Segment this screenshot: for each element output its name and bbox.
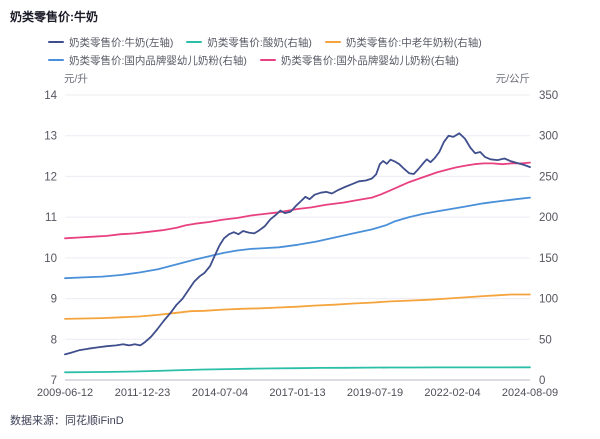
legend-item-milk[interactable]: 奶类零售价:牛奶(左轴) [48, 35, 173, 50]
series-line-0 [64, 132, 531, 356]
legend-label: 奶类零售价:中老年奶粉(右轴) [345, 36, 482, 49]
x-axis-tick-label: 2022-02-04 [424, 387, 480, 399]
line-marker-icon [48, 40, 64, 44]
series-line-2 [64, 293, 531, 320]
right-axis-unit: 元/公斤 [495, 73, 530, 85]
legend-label: 奶类零售价:牛奶(左轴) [69, 36, 174, 49]
left-axis-tick-label: 7 [51, 375, 57, 387]
right-axis-tick-label: 300 [539, 131, 558, 143]
line-marker-icon [259, 58, 276, 62]
x-axis-tick-label: 2019-07-19 [347, 387, 403, 399]
right-axis-tick-label: 350 [539, 90, 558, 102]
line-marker-icon [324, 40, 341, 44]
legend-label: 奶类零售价:酸奶(右轴) [207, 36, 312, 49]
x-axis-tick-label: 2024-08-09 [502, 387, 558, 399]
series-line-1 [64, 366, 531, 374]
right-axis-tick-label: 50 [539, 334, 552, 346]
right-axis-tick-label: 250 [539, 171, 558, 183]
x-axis-tick-label: 2017-01-13 [269, 387, 325, 399]
page-title: 奶类零售价:牛奶 [10, 10, 98, 24]
left-axis-tick-label: 14 [44, 90, 57, 102]
series-line-4 [64, 161, 531, 240]
legend-item-yogurt[interactable]: 奶类零售价:酸奶(右轴) [186, 35, 312, 50]
x-axis-tick-label: 2009-06-12 [37, 387, 93, 399]
left-axis-tick-label: 8 [51, 334, 57, 346]
line-marker-icon [186, 40, 203, 44]
left-axis-tick-label: 9 [51, 294, 57, 306]
legend-label: 奶类零售价:国内品牌婴幼儿奶粉(右轴) [69, 54, 247, 67]
data-source: 数据来源：同花顺iFinD [10, 415, 124, 427]
left-axis-tick-label: 10 [44, 253, 57, 265]
left-axis-tick-label: 13 [44, 131, 57, 143]
left-axis-unit: 元/升 [64, 73, 88, 85]
right-axis-tick-label: 0 [539, 375, 545, 387]
left-axis-tick-label: 12 [44, 171, 57, 183]
line-marker-icon [48, 58, 64, 62]
left-axis-tick-label: 11 [45, 212, 57, 224]
right-axis-tick-label: 150 [539, 253, 558, 265]
right-axis-tick-label: 200 [539, 212, 558, 224]
legend-label: 奶类零售价:国外品牌婴幼儿奶粉(右轴) [280, 54, 459, 67]
legend-item-domestic-infant-formula[interactable]: 奶类零售价:国内品牌婴幼儿奶粉(右轴) [48, 53, 247, 68]
legend-item-foreign-infant-formula[interactable]: 奶类零售价:国外品牌婴幼儿奶粉(右轴) [259, 53, 459, 68]
legend-item-elder-milkpowder[interactable]: 奶类零售价:中老年奶粉(右轴) [324, 35, 482, 50]
right-axis-tick-label: 100 [539, 294, 558, 306]
legend-row-2: 奶类零售价:国内品牌婴幼儿奶粉(右轴) 奶类零售价:国外品牌婴幼儿奶粉(右轴) [48, 51, 588, 69]
legend: 奶类零售价:牛奶(左轴) 奶类零售价:酸奶(右轴) 奶类零售价:中老年奶粉(右轴… [48, 33, 588, 69]
series-line-3 [64, 196, 531, 280]
legend-row-1: 奶类零售价:牛奶(左轴) 奶类零售价:酸奶(右轴) 奶类零售价:中老年奶粉(右轴… [48, 33, 588, 51]
x-axis-tick-label: 2011-12-23 [115, 387, 170, 399]
x-axis-tick-label: 2014-07-04 [192, 387, 248, 399]
